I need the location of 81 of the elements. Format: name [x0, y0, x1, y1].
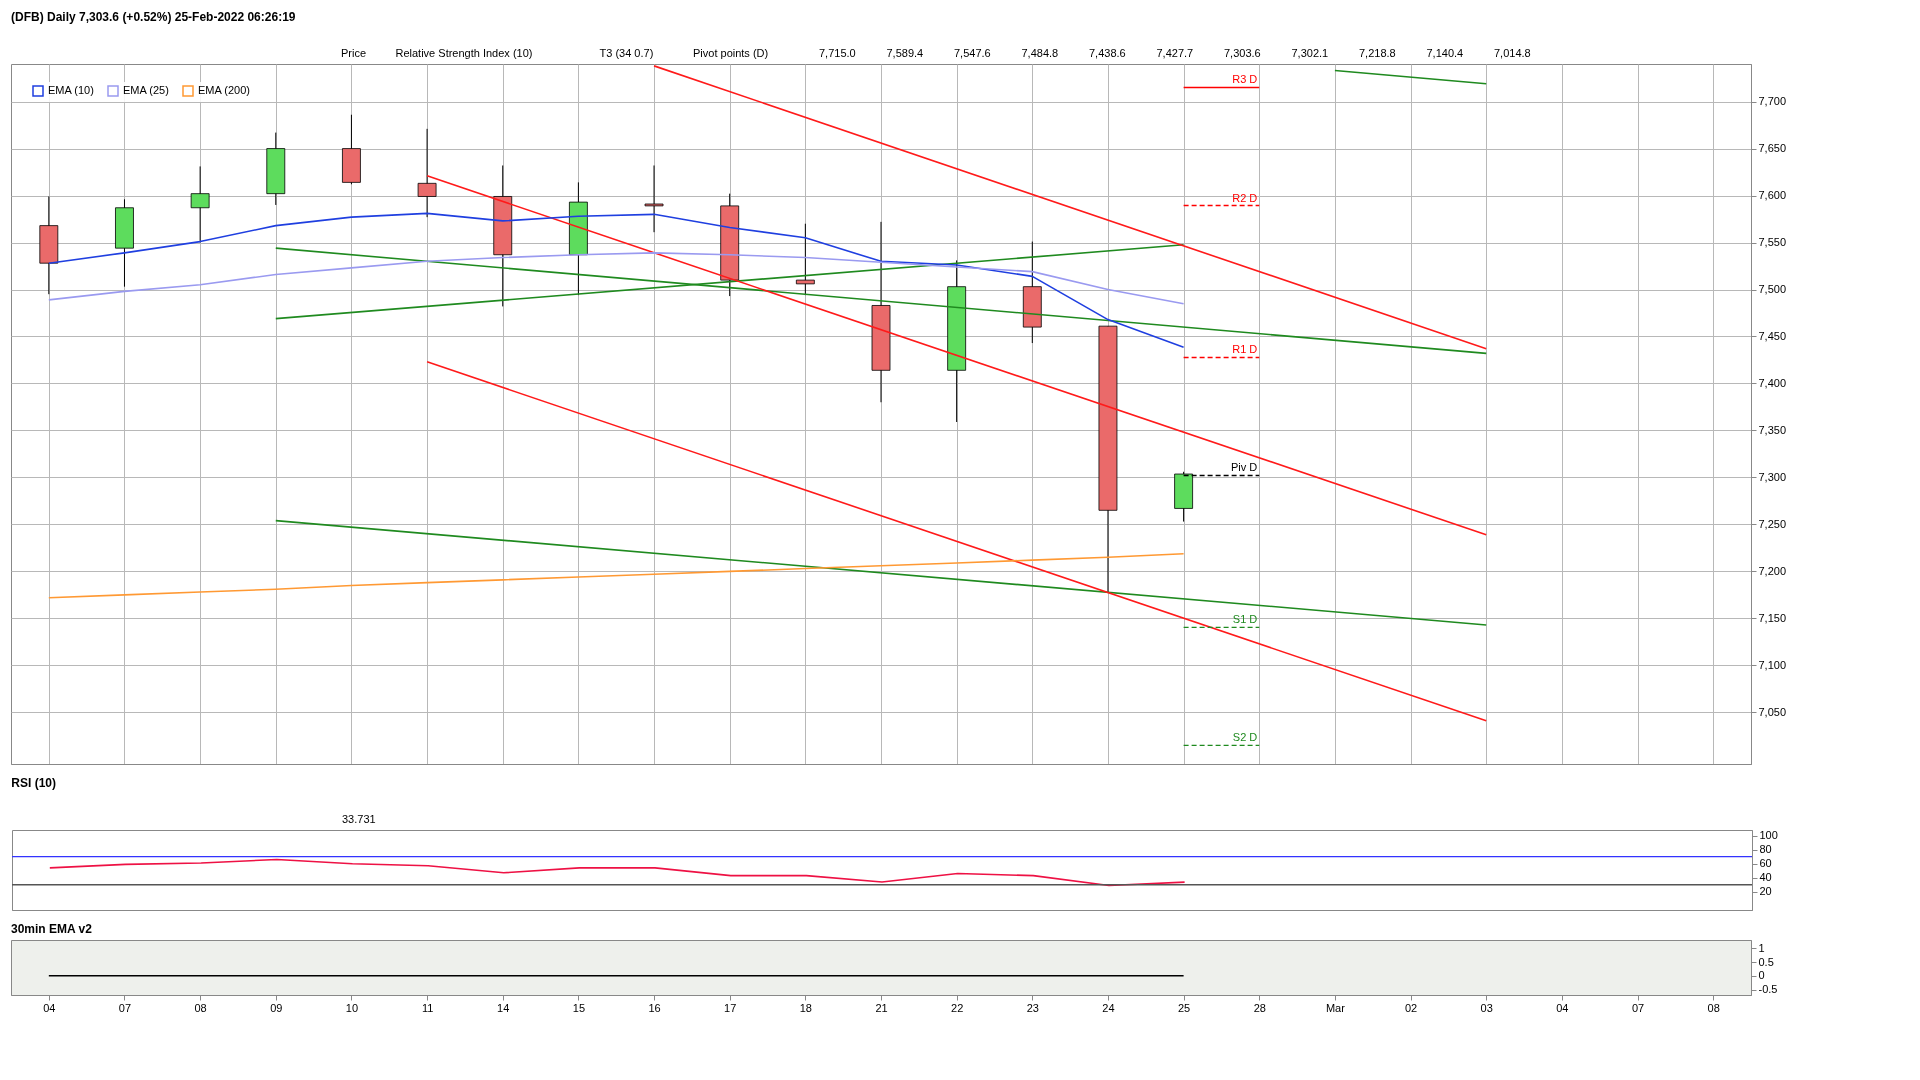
x-tick-label: 09 [270, 1001, 283, 1014]
x-tick-label: 03 [1480, 1001, 1493, 1014]
x-tick-label: 15 [572, 1001, 586, 1014]
x-tick-label: 04 [1556, 1001, 1569, 1014]
text: Pivot points (D) [693, 47, 769, 59]
y-tick-label: 7,200 [1758, 564, 1787, 577]
x-tick-label: 25 [1177, 1001, 1191, 1014]
y-tick-label: 40 [1759, 871, 1772, 884]
candlestick [795, 223, 815, 296]
x-tick-label: 22 [951, 1001, 964, 1014]
text: 7,427.7 [1156, 47, 1194, 59]
x-tick-label: 07 [1631, 1001, 1645, 1014]
x-tick-label: 18 [799, 1001, 812, 1014]
x-tick-label: 02 [1404, 1001, 1418, 1014]
y-tick-label: 1 [1758, 941, 1765, 954]
text: 7,303.6 [1224, 47, 1261, 59]
text: 7,140.4 [1426, 47, 1464, 59]
text: 7,438.6 [1089, 47, 1126, 59]
x-tick-label: 07 [118, 1001, 132, 1014]
text: 7,014.8 [1494, 47, 1531, 59]
y-tick-label: -0.5 [1758, 983, 1778, 995]
y-tick-label: 20 [1759, 885, 1772, 898]
y-tick-label: 7,400 [1758, 376, 1787, 389]
x-tick-label: 17 [724, 1001, 737, 1014]
y-tick-label: 7,050 [1758, 705, 1787, 718]
x-tick-label: 04 [43, 1001, 56, 1014]
y-tick-label: 7,650 [1758, 142, 1787, 155]
legend-label: EMA (25) [123, 84, 169, 96]
x-tick-label: 24 [1102, 1001, 1115, 1014]
x-tick-label: 14 [497, 1001, 510, 1014]
x-tick-label: 16 [648, 1001, 661, 1014]
chart-title: (DFB) Daily 7,303.6 (+0.52%) 25-Feb-2022 06:26:19 [11, 10, 296, 24]
text: T3 (34 0.7) [599, 47, 654, 59]
y-tick-label: 7,700 [1758, 95, 1787, 108]
text: 7,484.8 [1021, 47, 1059, 59]
x-tick-label: 23 [1026, 1001, 1039, 1014]
legend-label: EMA (10) [48, 84, 94, 96]
y-tick-label: 100 [1759, 829, 1778, 842]
x-tick-label: 10 [345, 1001, 359, 1014]
candlestick [417, 128, 437, 218]
y-tick-label: 0.5 [1758, 955, 1774, 968]
text: 7,302.1 [1291, 47, 1329, 59]
x-tick-label: Mar [1325, 1001, 1346, 1014]
y-tick-label: 7,300 [1758, 470, 1787, 483]
chart-title: 30min EMA v2 [11, 922, 93, 936]
x-tick-label: 28 [1253, 1001, 1266, 1014]
y-tick-label: 0 [1758, 969, 1765, 982]
y-tick-label: 7,150 [1758, 611, 1787, 624]
x-tick-label: 08 [194, 1001, 207, 1014]
y-tick-label: 7,100 [1758, 658, 1787, 671]
y-tick-label: 7,450 [1758, 329, 1787, 342]
y-tick-label: 7,550 [1758, 236, 1787, 249]
ref-line-label: Piv D [1230, 461, 1258, 474]
ref-line-label: S1 D [1232, 613, 1258, 626]
line-series [49, 858, 1186, 887]
line-series [48, 552, 1185, 599]
ref-line-label: S2 D [1232, 731, 1258, 744]
legend-label: EMA (200) [198, 84, 250, 96]
text: 7,589.4 [886, 47, 924, 59]
y-tick-label: 80 [1759, 843, 1772, 856]
y-tick-label: 7,600 [1758, 189, 1787, 202]
chart-title: RSI (10) [11, 776, 56, 790]
text: 7,547.6 [954, 47, 991, 59]
ref-line-label: R2 D [1232, 191, 1258, 204]
text: 33.731 [342, 813, 376, 825]
y-tick-label: 7,250 [1758, 517, 1787, 530]
x-tick-label: 21 [875, 1001, 888, 1014]
line-series [48, 252, 1185, 305]
y-tick-label: 7,350 [1758, 423, 1787, 436]
text: 7,715.0 [819, 47, 856, 59]
candlestick [190, 165, 210, 244]
ref-line-label: R1 D [1232, 343, 1258, 356]
text: Price [341, 47, 367, 59]
x-tick-label: 08 [1707, 1001, 1720, 1014]
text: Relative Strength Index (10) [395, 47, 533, 59]
text: 7,218.8 [1359, 47, 1396, 59]
candlestick [644, 164, 664, 233]
x-tick-label: 11 [421, 1001, 434, 1014]
y-tick-label: 60 [1759, 857, 1772, 870]
ref-line-label: R3 D [1232, 73, 1258, 86]
y-tick-label: 7,500 [1758, 283, 1787, 295]
